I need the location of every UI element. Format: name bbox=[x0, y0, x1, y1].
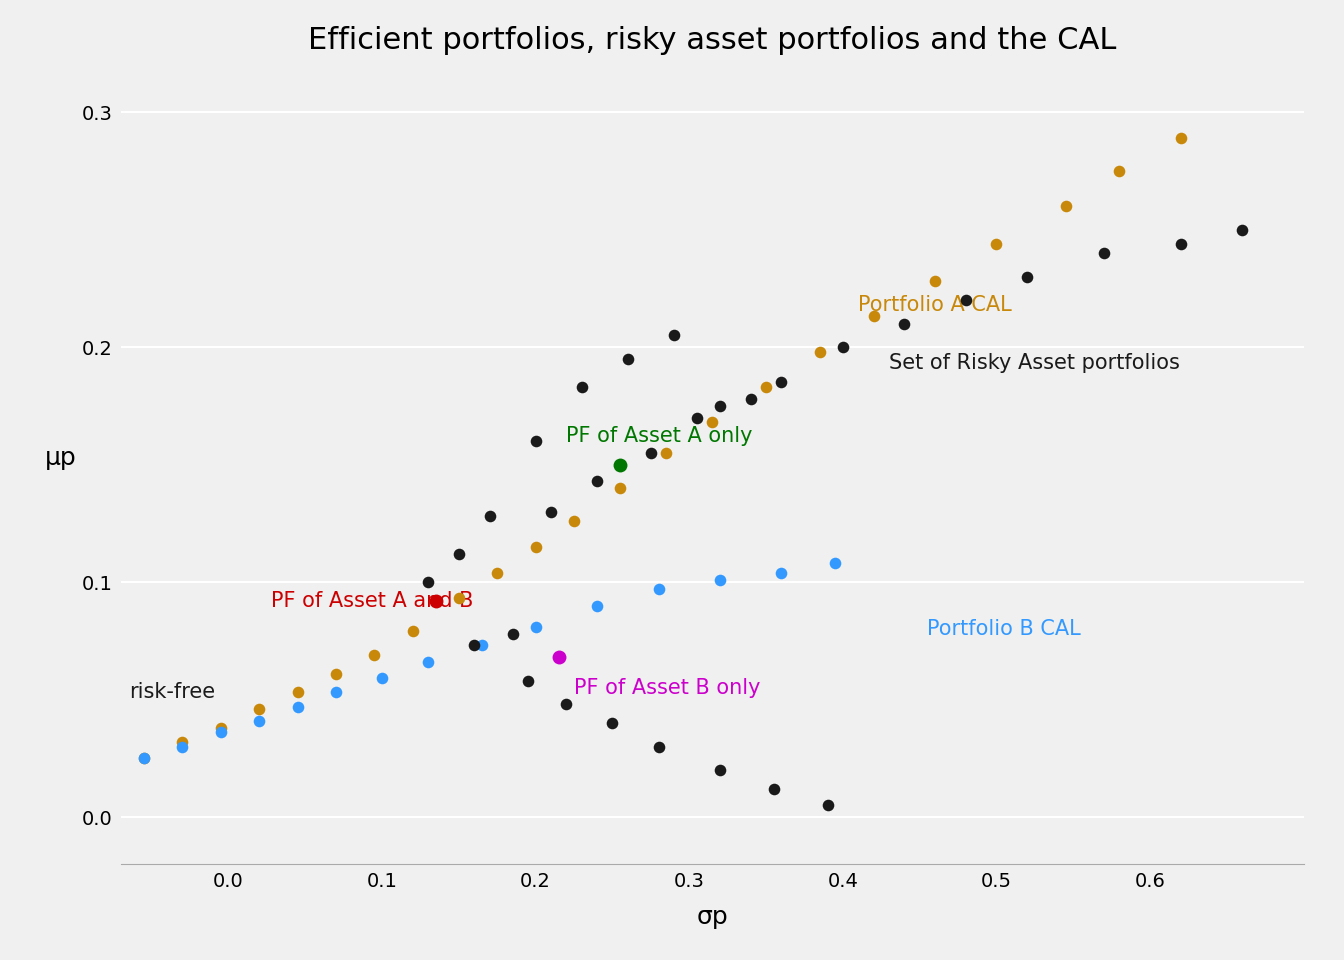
Point bbox=[609, 480, 630, 495]
Point bbox=[1109, 163, 1130, 179]
Point bbox=[770, 564, 792, 580]
Point bbox=[501, 626, 523, 641]
Point bbox=[609, 457, 630, 472]
Point bbox=[371, 671, 392, 686]
Point bbox=[448, 590, 469, 606]
Text: risk-free: risk-free bbox=[129, 683, 215, 703]
Point bbox=[656, 445, 677, 461]
Point bbox=[763, 781, 785, 797]
Point bbox=[710, 572, 731, 588]
Point bbox=[418, 654, 439, 669]
Point bbox=[985, 236, 1007, 252]
Point bbox=[586, 473, 607, 489]
Point bbox=[133, 751, 155, 766]
Text: PF of Asset A only: PF of Asset A only bbox=[566, 426, 753, 446]
Point bbox=[325, 684, 347, 700]
Point bbox=[586, 598, 607, 613]
Text: PF of Asset A and B: PF of Asset A and B bbox=[271, 590, 474, 611]
Point bbox=[1171, 236, 1192, 252]
Point bbox=[425, 593, 446, 609]
Point bbox=[133, 751, 155, 766]
Point bbox=[526, 433, 547, 448]
Point bbox=[663, 327, 684, 343]
Point bbox=[1016, 269, 1038, 284]
Point bbox=[487, 564, 508, 580]
Title: Efficient portfolios, risky asset portfolios and the CAL: Efficient portfolios, risky asset portfo… bbox=[308, 26, 1117, 55]
Point bbox=[172, 739, 194, 755]
Point bbox=[648, 582, 669, 597]
Point bbox=[1231, 222, 1253, 237]
Point bbox=[249, 701, 270, 716]
Point bbox=[817, 798, 839, 813]
Point bbox=[1093, 246, 1114, 261]
Point bbox=[478, 509, 500, 524]
Point bbox=[770, 374, 792, 390]
Point bbox=[824, 556, 845, 571]
Point bbox=[571, 379, 593, 395]
Point bbox=[563, 514, 585, 529]
Point bbox=[540, 504, 562, 519]
Point bbox=[1055, 199, 1077, 214]
Point bbox=[956, 293, 977, 308]
Point bbox=[464, 637, 485, 653]
Point bbox=[602, 715, 624, 731]
Point bbox=[741, 391, 762, 406]
Point bbox=[286, 699, 308, 714]
Point bbox=[702, 415, 723, 430]
Y-axis label: μp: μp bbox=[46, 446, 77, 470]
Point bbox=[517, 673, 539, 688]
Text: PF of Asset B only: PF of Asset B only bbox=[574, 678, 761, 698]
X-axis label: σp: σp bbox=[696, 905, 728, 929]
Point bbox=[172, 734, 194, 750]
Text: Set of Risky Asset portfolios: Set of Risky Asset portfolios bbox=[888, 353, 1180, 373]
Point bbox=[809, 344, 831, 359]
Point bbox=[286, 684, 308, 700]
Point bbox=[472, 637, 493, 653]
Point bbox=[617, 351, 638, 367]
Point bbox=[548, 650, 570, 665]
Point bbox=[210, 720, 231, 735]
Point bbox=[448, 546, 469, 562]
Point bbox=[640, 445, 661, 461]
Point bbox=[687, 410, 708, 425]
Point bbox=[402, 624, 423, 639]
Text: Portfolio A CAL: Portfolio A CAL bbox=[859, 295, 1012, 315]
Text: Portfolio B CAL: Portfolio B CAL bbox=[927, 619, 1081, 639]
Point bbox=[325, 666, 347, 682]
Point bbox=[1171, 131, 1192, 146]
Point bbox=[555, 697, 577, 712]
Point bbox=[648, 739, 669, 755]
Point bbox=[832, 339, 853, 354]
Point bbox=[925, 274, 946, 289]
Point bbox=[526, 540, 547, 555]
Point bbox=[249, 713, 270, 729]
Point bbox=[710, 762, 731, 778]
Point bbox=[364, 647, 386, 662]
Point bbox=[210, 725, 231, 740]
Point bbox=[418, 574, 439, 589]
Point bbox=[863, 309, 884, 324]
Point bbox=[894, 316, 915, 331]
Point bbox=[755, 379, 777, 395]
Point bbox=[526, 619, 547, 635]
Point bbox=[710, 398, 731, 414]
